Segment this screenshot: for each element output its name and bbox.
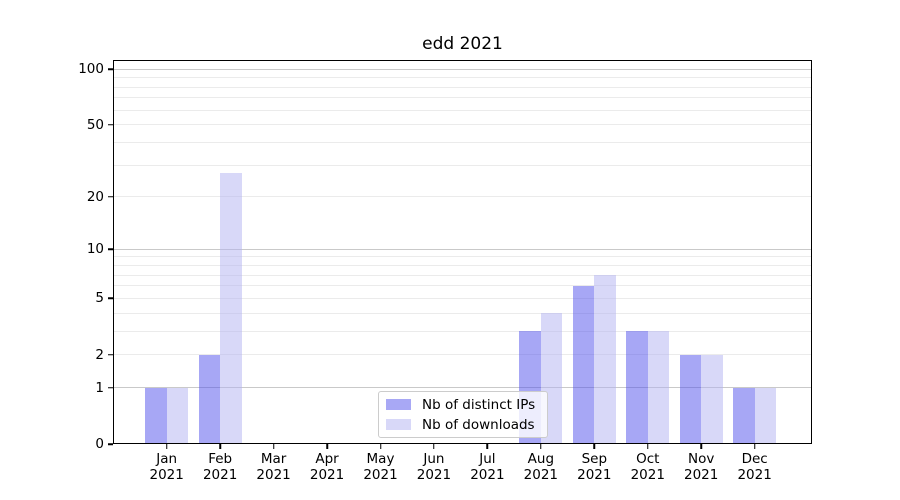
y-tick bbox=[108, 195, 113, 198]
y-tick-label: 20 bbox=[86, 188, 104, 205]
gridline bbox=[113, 265, 812, 267]
y-axis: 0 1 2 5 10 20 50 100 bbox=[0, 60, 113, 452]
x-tick-label: Dec 2021 bbox=[737, 451, 772, 483]
x-tick bbox=[219, 444, 221, 449]
y-tick-label: 1 bbox=[95, 379, 104, 396]
gridline bbox=[113, 297, 812, 299]
x-tick-label: Sep 2021 bbox=[577, 451, 612, 483]
gridline bbox=[113, 97, 812, 99]
x-tick-label: Jan 2021 bbox=[149, 451, 184, 483]
y-tick-label: 0 bbox=[95, 436, 104, 452]
gridline bbox=[113, 86, 812, 88]
bar-sep bbox=[594, 275, 616, 444]
gridline bbox=[113, 196, 812, 198]
gridline bbox=[113, 77, 812, 79]
x-tick-label: May 2021 bbox=[363, 451, 398, 483]
bar-jan bbox=[166, 387, 189, 444]
x-tick bbox=[165, 444, 168, 449]
x-tick bbox=[326, 444, 328, 449]
y-tick-label: 50 bbox=[86, 116, 104, 133]
gridline bbox=[113, 256, 812, 258]
x-tick-label: Aug 2021 bbox=[523, 451, 559, 483]
gridline bbox=[113, 312, 812, 314]
x-tick bbox=[593, 444, 596, 449]
y-tick bbox=[108, 297, 113, 300]
gridline bbox=[113, 330, 812, 332]
y-tick bbox=[108, 123, 113, 126]
x-tick bbox=[379, 444, 382, 449]
x-tick-label: Jun 2021 bbox=[416, 451, 452, 483]
bar-nov bbox=[679, 354, 702, 444]
x-tick-label: Oct 2021 bbox=[630, 451, 665, 483]
bar-dec bbox=[754, 387, 777, 444]
gridline bbox=[113, 164, 812, 166]
gridline bbox=[113, 274, 812, 276]
x-tick bbox=[540, 444, 542, 449]
legend-swatch-downloads bbox=[386, 419, 411, 430]
legend-label-distinct-ips: Nb of distinct IPs bbox=[422, 396, 536, 413]
legend-item-distinct-ips: Nb of distinct IPs bbox=[386, 397, 539, 413]
gridline bbox=[113, 354, 812, 356]
legend-item-downloads: Nb of downloads bbox=[386, 417, 539, 433]
bar-nov bbox=[701, 354, 723, 444]
x-axis: Jan 2021 Feb 2021 Mar 2021 Apr 2021 May 2021… bbox=[113, 444, 812, 494]
x-tick bbox=[486, 444, 489, 449]
bar-sep bbox=[572, 285, 595, 444]
y-tick-label: 5 bbox=[95, 290, 104, 307]
x-tick bbox=[272, 444, 275, 449]
bar-dec bbox=[733, 387, 755, 444]
bar-feb bbox=[198, 354, 221, 444]
y-tick bbox=[108, 68, 113, 70]
bar-oct bbox=[647, 331, 670, 444]
x-tick bbox=[647, 444, 649, 449]
y-tick-label: 10 bbox=[86, 241, 104, 258]
legend: Nb of distinct IPs Nb of downloads bbox=[378, 391, 548, 438]
grid-layer bbox=[113, 60, 812, 444]
gridline bbox=[113, 141, 812, 143]
gridline bbox=[113, 285, 812, 287]
bar-feb bbox=[220, 173, 242, 444]
y-tick bbox=[108, 386, 113, 389]
x-tick-label: Jul 2021 bbox=[470, 451, 505, 483]
gridline bbox=[113, 109, 812, 111]
gridline bbox=[113, 124, 812, 126]
legend-label-downloads: Nb of downloads bbox=[422, 416, 535, 433]
gridline bbox=[113, 248, 812, 250]
x-tick-label: Feb 2021 bbox=[202, 451, 238, 483]
x-tick-label: Mar 2021 bbox=[256, 451, 291, 483]
x-tick bbox=[753, 444, 756, 449]
bars-layer bbox=[113, 60, 812, 444]
x-tick bbox=[700, 444, 702, 449]
gridline bbox=[113, 68, 812, 70]
y-tick bbox=[108, 354, 113, 356]
x-tick bbox=[433, 444, 435, 449]
x-tick-label: Nov 2021 bbox=[684, 451, 719, 483]
plot-area bbox=[113, 60, 812, 444]
x-tick-label: Apr 2021 bbox=[309, 451, 345, 483]
y-tick bbox=[108, 248, 113, 250]
y-tick-label: 2 bbox=[95, 346, 104, 363]
bar-jan bbox=[145, 387, 167, 444]
gridline bbox=[113, 387, 812, 389]
y-tick bbox=[108, 443, 113, 445]
y-tick-label: 100 bbox=[78, 61, 104, 78]
chart-title: edd 2021 bbox=[422, 34, 503, 54]
bar-oct bbox=[626, 331, 648, 444]
legend-swatch-distinct-ips bbox=[386, 399, 411, 410]
